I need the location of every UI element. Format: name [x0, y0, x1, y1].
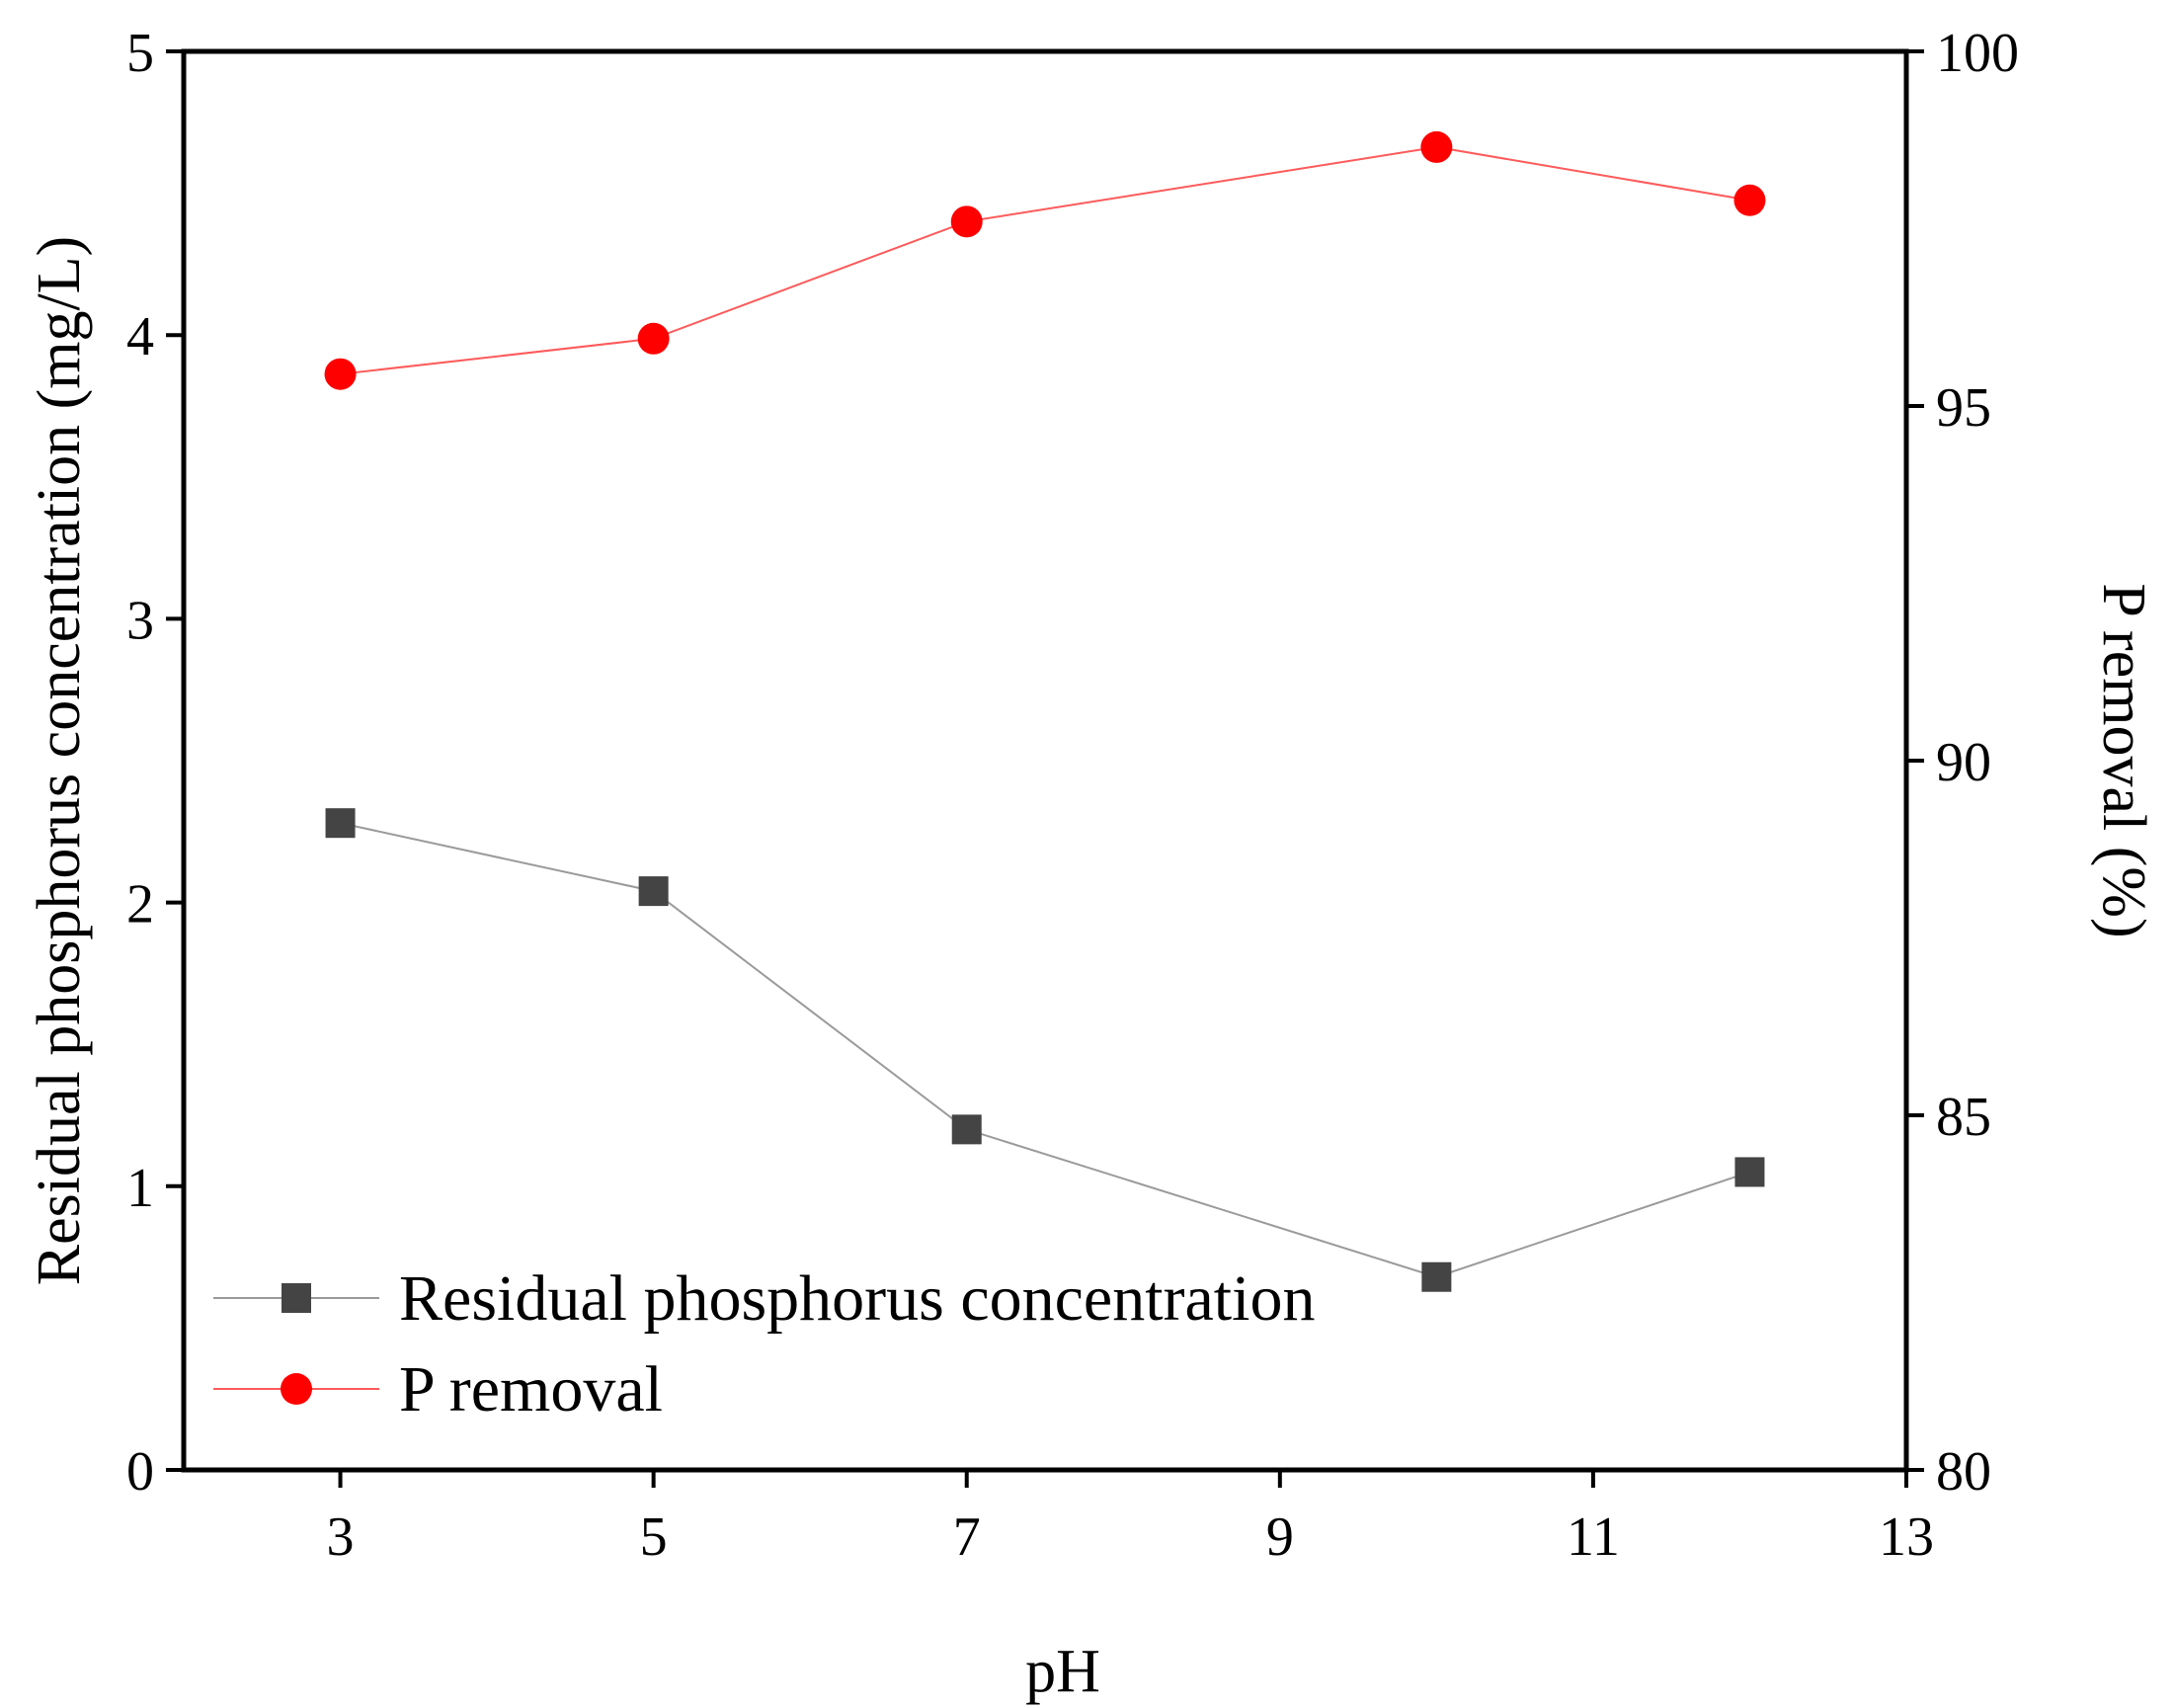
legend-marker-circle [281, 1373, 312, 1405]
right-y-tick-label: 80 [1936, 1441, 1991, 1503]
x-tick-label: 11 [1567, 1506, 1620, 1568]
series-layer [324, 130, 1766, 1292]
data-point-circle [1420, 130, 1453, 163]
data-point-square [1421, 1261, 1452, 1292]
left-y-axis-ticks: 0 1 2 3 4 5 [126, 23, 184, 1503]
left-y-axis-title: Residual phosphorus concentration (mg/L) [26, 236, 93, 1285]
legend-label: Residual phosphorus concentration [399, 1262, 1315, 1335]
right-y-axis-ticks: 80 85 90 95 100 [1906, 23, 2019, 1503]
left-y-tick-label: 0 [126, 1441, 154, 1503]
data-point-circle [324, 358, 357, 390]
left-y-tick-label: 5 [126, 23, 154, 84]
data-point-circle [950, 205, 983, 238]
right-y-tick-label: 90 [1936, 732, 1991, 793]
right-y-tick-label: 85 [1936, 1087, 1991, 1148]
data-point-circle [1733, 184, 1766, 216]
data-point-square [951, 1114, 982, 1145]
left-y-tick-label: 1 [126, 1158, 154, 1219]
x-tick-label: 9 [1266, 1506, 1294, 1568]
x-axis-ticks: 3 5 7 9 11 13 [327, 1470, 1934, 1568]
series-line [340, 822, 1750, 1278]
legend-marker-square [282, 1283, 311, 1313]
x-tick-label: 7 [953, 1506, 981, 1568]
left-y-tick-label: 2 [126, 874, 154, 935]
right-y-axis-title: P removal (%) [2090, 583, 2157, 937]
legend-label: P removal [399, 1353, 663, 1425]
right-y-tick-label: 95 [1936, 377, 1991, 439]
left-y-tick-label: 4 [126, 306, 154, 367]
data-point-circle [637, 322, 670, 355]
legend: Residual phosphorus concentration P remov… [213, 1262, 1315, 1425]
right-y-tick-label: 100 [1936, 23, 2019, 84]
x-axis-title: pH [1025, 1638, 1100, 1705]
plot-frame [181, 48, 1909, 1473]
data-point-square [638, 876, 669, 907]
x-tick-label: 13 [1879, 1506, 1934, 1568]
x-tick-label: 3 [327, 1506, 355, 1568]
left-y-tick-label: 3 [126, 590, 154, 651]
x-tick-label: 5 [640, 1506, 668, 1568]
series-line [340, 145, 1750, 375]
data-point-square [325, 808, 356, 839]
data-point-square [1734, 1157, 1765, 1187]
